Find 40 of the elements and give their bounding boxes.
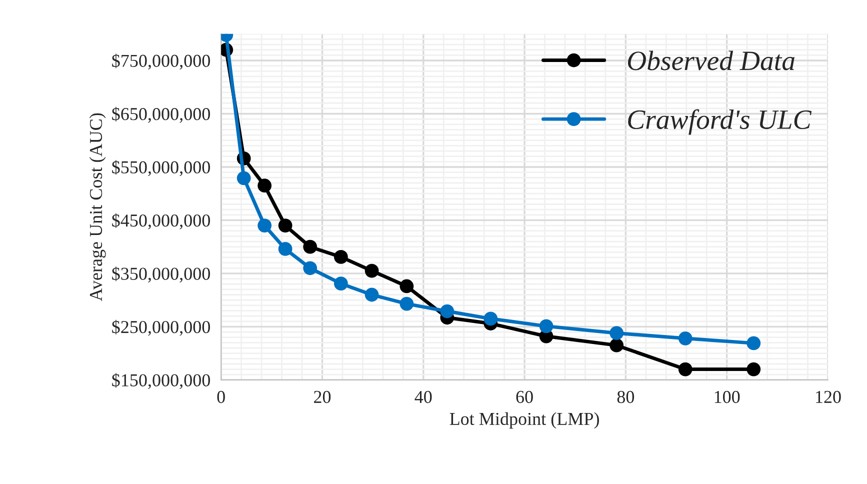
legend-label: Observed Data xyxy=(628,50,794,70)
y-tick-label: $550,000,000 xyxy=(112,160,210,176)
point xyxy=(236,171,251,186)
y-axis-title: Average Unit Cost (AUC) xyxy=(89,113,106,302)
point xyxy=(484,312,498,326)
point xyxy=(258,178,272,193)
y-tick-label: $650,000,000 xyxy=(112,106,210,123)
point xyxy=(334,276,348,291)
point xyxy=(678,331,692,346)
x-tick-label: 0 xyxy=(217,390,225,404)
x-axis-title: Lot Midpoint (LMP) xyxy=(450,412,599,429)
point xyxy=(746,336,761,350)
point xyxy=(303,261,318,276)
point xyxy=(400,296,414,311)
point xyxy=(610,338,624,352)
point xyxy=(278,242,292,256)
point xyxy=(440,304,454,318)
x-tick-label: 20 xyxy=(314,390,331,404)
point xyxy=(364,264,379,278)
point xyxy=(258,218,272,232)
x-tick-label: 40 xyxy=(414,390,432,404)
point xyxy=(334,250,348,264)
point xyxy=(303,240,318,254)
point xyxy=(678,362,692,376)
point xyxy=(610,326,624,340)
y-tick-label: $450,000,000 xyxy=(112,213,210,230)
x-tick-label: 120 xyxy=(816,390,841,404)
y-tick-label: $750,000,000 xyxy=(112,54,210,70)
x-tick-label: 60 xyxy=(516,390,533,404)
point xyxy=(400,279,414,294)
legend-label: Crawford's ULC xyxy=(628,109,812,135)
point xyxy=(746,362,761,376)
y-tick-label: $150,000,000 xyxy=(112,373,210,389)
point xyxy=(364,288,379,302)
y-tick-label: $250,000,000 xyxy=(112,320,210,336)
y-tick-label: $350,000,000 xyxy=(112,266,210,282)
x-tick-label: 100 xyxy=(714,390,740,404)
x-tick-label: 80 xyxy=(617,390,634,404)
point xyxy=(539,319,554,334)
point xyxy=(278,218,292,232)
